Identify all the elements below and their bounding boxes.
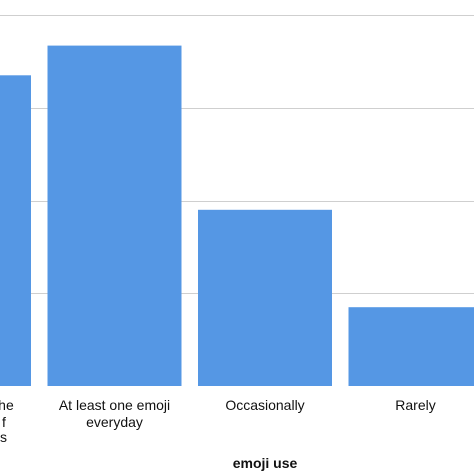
category-label-0-line-1: f: [2, 414, 6, 430]
bar-0: [0, 75, 31, 387]
category-label-3-line-0: Rarely: [395, 397, 435, 413]
bar-2: [198, 209, 332, 386]
x-axis-title: emoji use: [233, 455, 298, 471]
category-label-1-line-1: everyday: [86, 414, 143, 430]
category-label-2-line-0: Occasionally: [225, 397, 304, 413]
partial-axis-label: s: [0, 429, 7, 445]
bars: [0, 45, 474, 387]
category-label-1-line-0: At least one emoji: [59, 397, 170, 413]
bar-1: [47, 45, 182, 386]
bar-3: [348, 307, 474, 386]
category-label-0-line-0: the: [0, 397, 14, 413]
